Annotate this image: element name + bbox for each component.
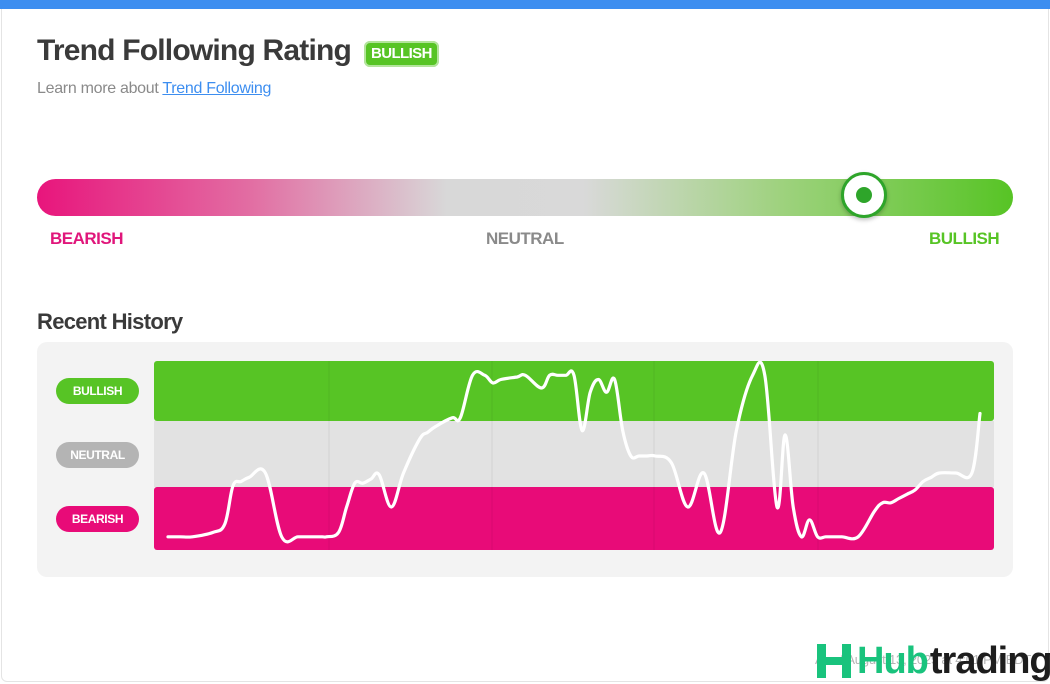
- band-bearish: [154, 487, 994, 550]
- history-chart: [154, 361, 994, 550]
- trend-following-link[interactable]: Trend Following: [162, 80, 272, 97]
- band-bullish: [154, 361, 994, 421]
- gauge-label-bearish: BEARISH: [50, 229, 124, 248]
- learn-more-prefix: Learn more about: [37, 80, 159, 97]
- indicator-dot-icon: [855, 187, 872, 203]
- history-label-bullish: BULLISH: [56, 378, 139, 404]
- hubtrading-watermark: Hub trading: [815, 640, 1050, 682]
- learn-more-text: Learn more about Trend Following: [37, 80, 271, 98]
- watermark-trading-text: trading: [929, 640, 1050, 682]
- top-accent-bar: [0, 0, 1050, 9]
- page-title: Trend Following Rating: [37, 34, 352, 67]
- rating-gauge-indicator: [840, 172, 887, 218]
- history-trend-line: [166, 361, 982, 544]
- rating-badge: BULLISH: [364, 41, 439, 67]
- recent-history-title: Recent History: [37, 309, 183, 334]
- updated-timestamp: As of August 13, 2025 at 4:01 PM EDT: [815, 652, 1032, 667]
- hubtrading-logo-icon: [817, 644, 851, 678]
- band-neutral: [154, 421, 994, 487]
- gauge-label-neutral: NEUTRAL: [486, 229, 564, 248]
- gauge-label-bullish: BULLISH: [929, 229, 1000, 248]
- watermark-hub-text: Hub: [857, 640, 929, 682]
- history-label-neutral: NEUTRAL: [56, 442, 139, 468]
- history-label-bearish: BEARISH: [56, 506, 139, 532]
